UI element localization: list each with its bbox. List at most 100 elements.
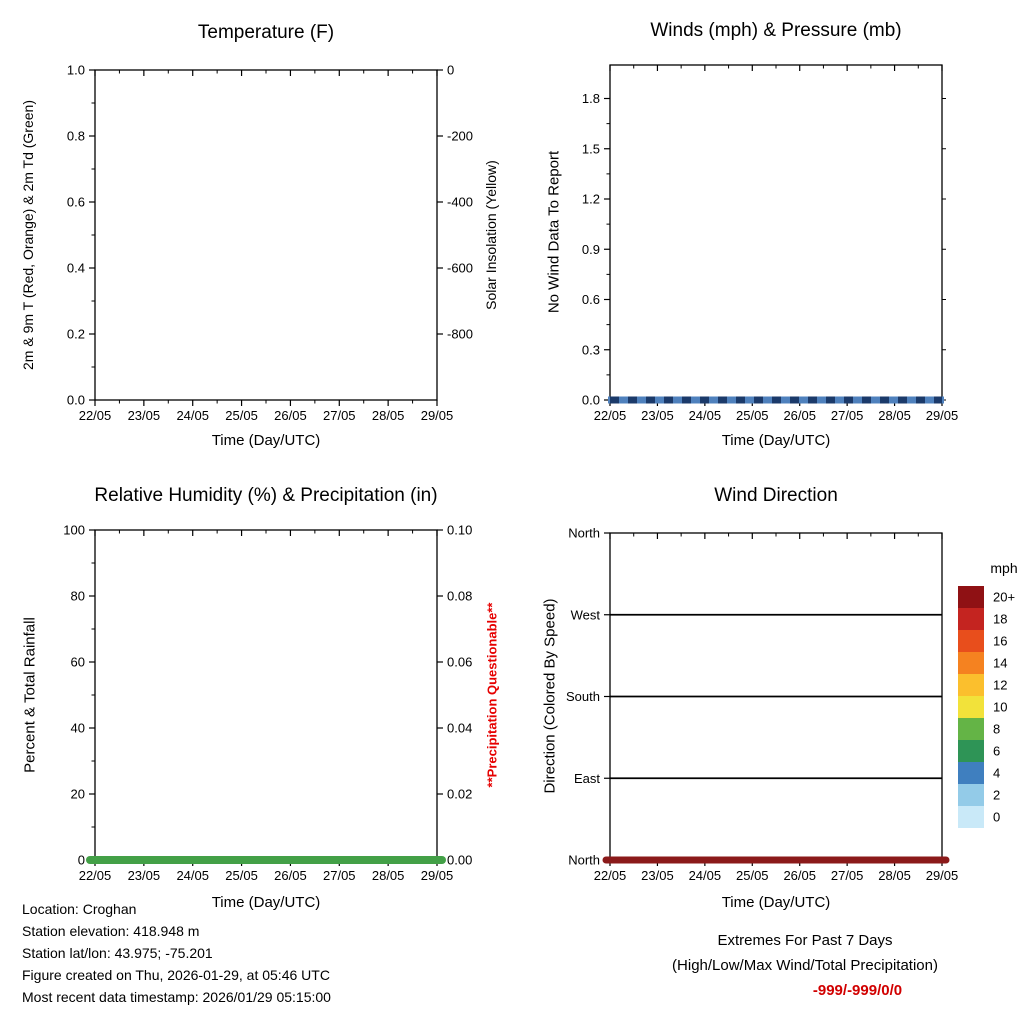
y-tick-label: 0.9: [582, 242, 600, 257]
x-tick-label: 27/05: [831, 868, 864, 883]
y-tick-label: 0.0: [582, 393, 600, 408]
x-tick-label: 27/05: [831, 408, 864, 423]
x-tick-label: 25/05: [225, 868, 258, 883]
y-right-tick-label: -800: [447, 327, 473, 342]
y-tick-label: 0.2: [67, 327, 85, 342]
winds-ylabel-left: No Wind Data To Report: [545, 150, 563, 314]
humidity-ylabel-left: Percent & Total Rainfall: [21, 617, 39, 773]
y-tick-label: 0.8: [67, 129, 85, 144]
x-tick-label: 28/05: [878, 408, 911, 423]
x-tick-label: 23/05: [128, 868, 161, 883]
colorbar-label: 0: [993, 810, 1000, 825]
temperature-xlabel: Time (Day/UTC): [211, 432, 321, 449]
y-right-tick-label: -400: [447, 195, 473, 210]
wind-direction-ylabel-left: Direction (Colored By Speed): [541, 598, 559, 794]
colorbar-title: mph: [990, 560, 1018, 576]
x-tick-label: 28/05: [372, 868, 405, 883]
x-tick-label: 22/05: [79, 408, 112, 423]
y-tick-label: 80: [71, 589, 85, 604]
extremes-subheading: (High/Low/Max Wind/Total Precipitation): [672, 957, 938, 974]
x-tick-label: 29/05: [421, 408, 454, 423]
y-tick-label: 0: [78, 853, 85, 868]
wind-direction-chart-title: Wind Direction: [714, 485, 838, 506]
x-tick-label: 28/05: [878, 868, 911, 883]
y-tick-label: 0.4: [67, 261, 85, 276]
winds-plot-area: 22/05 23/05 24/05 25/05 26/05 27/05 28/05 29/05…: [582, 64, 958, 423]
colorbar-label: 6: [993, 744, 1000, 759]
y-tick-label: 0.3: [582, 342, 600, 357]
x-tick-label: 26/05: [783, 408, 816, 423]
x-tick-label: 29/05: [421, 868, 454, 883]
y-right-tick-label: 0.00: [447, 853, 472, 868]
plot-frame: [94, 529, 438, 861]
x-tick-label: 28/05: [372, 408, 405, 423]
colorbar-cell: [958, 718, 984, 740]
y-tick-label: 1.5: [582, 141, 600, 156]
colorbar-label: 8: [993, 722, 1000, 737]
y-tick-label: West: [571, 607, 601, 622]
temperature-chart-title: Temperature (F): [197, 22, 335, 43]
station-latlon: Station lat/lon: 43.975; -75.201: [22, 945, 213, 961]
x-tick-label: 22/05: [594, 868, 627, 883]
station-elevation: Station elevation: 418.948 m: [22, 923, 200, 939]
y-tick-label: 0.0: [67, 393, 85, 408]
colorbar-cell: [958, 630, 984, 652]
colorbar-label: 4: [993, 766, 1000, 781]
x-tick-label: 25/05: [225, 408, 258, 423]
extremes-block: Extremes For Past 7 Days (High/Low/Max W…: [600, 928, 1010, 1003]
y-right-tick-label: 0: [447, 63, 454, 78]
wind-direction-plot-area: 22/05 23/05 24/05 25/05 26/05 27/05 28/05 29/05…: [566, 526, 1015, 884]
y-right-tick-label: -600: [447, 261, 473, 276]
winds-pressure-chart: 22/05 23/05 24/05 25/05 26/05 27/05 28/05 29/05…: [512, 0, 1024, 470]
x-tick-label: 26/05: [783, 868, 816, 883]
most-recent-data-timestamp: Most recent data timestamp: 2026/01/29 0…: [22, 989, 331, 1005]
x-tick-label: 23/05: [641, 408, 674, 423]
y-right-tick-label: 0.02: [447, 787, 472, 802]
colorbar-cell: [958, 784, 984, 806]
y-tick-label: South: [566, 689, 600, 704]
temperature-ylabel-right: Solar Insolation (Yellow): [483, 160, 499, 310]
x-tick-label: 22/05: [79, 868, 112, 883]
temperature-chart: 22/05 23/05 24/05 25/05 26/05 27/05 28/05 29/05…: [0, 0, 512, 470]
colorbar-label: 12: [993, 678, 1007, 693]
precip-warning: **Precipitation Questionable**: [484, 602, 500, 788]
x-tick-label: 26/05: [274, 408, 307, 423]
colorbar-label: 14: [993, 656, 1007, 671]
humidity-xlabel: Time (Day/UTC): [211, 894, 321, 911]
colorbar-label: 10: [993, 700, 1007, 715]
humidity-chart-title: Relative Humidity (%) & Precipitation (i…: [94, 485, 438, 506]
y-tick-label: 0.6: [67, 195, 85, 210]
x-tick-label: 22/05: [594, 408, 627, 423]
y-right-tick-label: -200: [447, 129, 473, 144]
x-tick-label: 27/05: [323, 868, 356, 883]
y-tick-label: 1.2: [582, 192, 600, 207]
colorbar-cell: [958, 652, 984, 674]
x-tick-label: 26/05: [274, 868, 307, 883]
temperature-plot-area: 22/05 23/05 24/05 25/05 26/05 27/05 28/05 29/05…: [67, 63, 473, 424]
x-tick-label: 24/05: [689, 868, 722, 883]
colorbar-label: 20+: [993, 590, 1015, 605]
colorbar-label: 16: [993, 634, 1007, 649]
colorbar-cell: [958, 740, 984, 762]
y-right-tick-label: 0.06: [447, 655, 472, 670]
wind-direction-chart: 22/05 23/05 24/05 25/05 26/05 27/05 28/05 29/05…: [512, 470, 1024, 930]
y-tick-label: 20: [71, 787, 85, 802]
y-right-tick-label: 0.08: [447, 589, 472, 604]
x-tick-label: 23/05: [641, 868, 674, 883]
x-tick-label: 25/05: [736, 868, 769, 883]
plot-frame: [94, 69, 438, 401]
y-tick-label: 1.8: [582, 91, 600, 106]
x-tick-label: 24/05: [689, 408, 722, 423]
x-tick-label: 25/05: [736, 408, 769, 423]
extremes-values: -999/-999/0/0: [812, 982, 903, 999]
y-tick-label: 40: [71, 721, 85, 736]
y-tick-label: East: [574, 771, 600, 786]
y-tick-label: North: [568, 526, 600, 541]
colorbar-cell: [958, 674, 984, 696]
colorbar-cell: [958, 608, 984, 630]
y-tick-label: 0.6: [582, 292, 600, 307]
figure-created-timestamp: Figure created on Thu, 2026-01-29, at 05…: [22, 967, 330, 983]
station-info-block: Location: Croghan Station elevation: 418…: [22, 898, 331, 1008]
winds-xlabel: Time (Day/UTC): [721, 432, 831, 449]
